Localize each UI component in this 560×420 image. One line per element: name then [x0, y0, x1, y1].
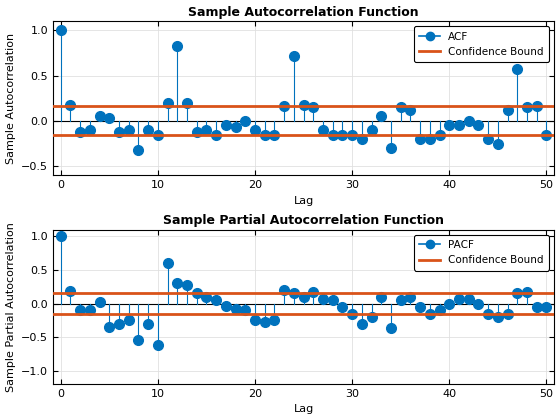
Y-axis label: Sample Partial Autocorrelation: Sample Partial Autocorrelation: [6, 222, 16, 392]
Title: Sample Partial Autocorrelation Function: Sample Partial Autocorrelation Function: [163, 214, 444, 227]
Legend: ACF, Confidence Bound: ACF, Confidence Bound: [414, 26, 549, 62]
Legend: PACF, Confidence Bound: PACF, Confidence Bound: [414, 235, 549, 270]
Title: Sample Autocorrelation Function: Sample Autocorrelation Function: [188, 5, 419, 18]
X-axis label: Lag: Lag: [293, 196, 314, 206]
Y-axis label: Sample Autocorrelation: Sample Autocorrelation: [6, 33, 16, 164]
X-axis label: Lag: Lag: [293, 404, 314, 415]
